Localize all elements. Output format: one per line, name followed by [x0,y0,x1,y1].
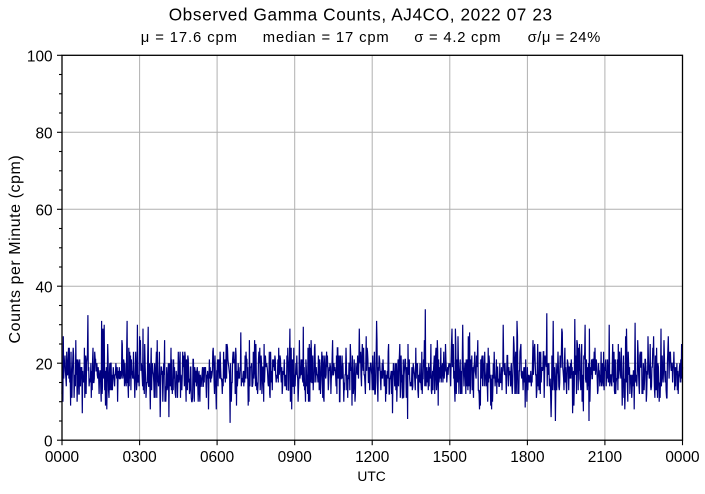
svg-text:σ/μ = 24%: σ/μ = 24% [528,30,601,46]
svg-text:0600: 0600 [200,449,234,466]
svg-text:1500: 1500 [433,449,467,466]
svg-text:σ = 4.2 cpm: σ = 4.2 cpm [414,30,501,46]
svg-text:0000: 0000 [665,449,699,466]
svg-text:median = 17 cpm: median = 17 cpm [263,30,390,46]
svg-text:0: 0 [44,433,53,450]
svg-text:0000: 0000 [45,449,79,466]
svg-text:40: 40 [35,279,52,296]
svg-text:Counts per Minute (cpm): Counts per Minute (cpm) [7,155,24,344]
svg-text:0300: 0300 [122,449,156,466]
svg-text:μ = 17.6 cpm: μ = 17.6 cpm [141,30,238,46]
svg-text:20: 20 [35,356,52,373]
svg-text:2100: 2100 [588,449,622,466]
svg-text:Observed Gamma Counts, AJ4CO,: Observed Gamma Counts, AJ4CO, 2022 07 23 [169,4,553,24]
svg-text:80: 80 [35,126,52,143]
svg-text:1200: 1200 [355,449,389,466]
svg-text:0900: 0900 [278,449,312,466]
svg-text:1800: 1800 [510,449,544,466]
svg-text:60: 60 [35,203,52,220]
svg-text:100: 100 [27,49,53,66]
svg-text:UTC: UTC [357,469,385,484]
